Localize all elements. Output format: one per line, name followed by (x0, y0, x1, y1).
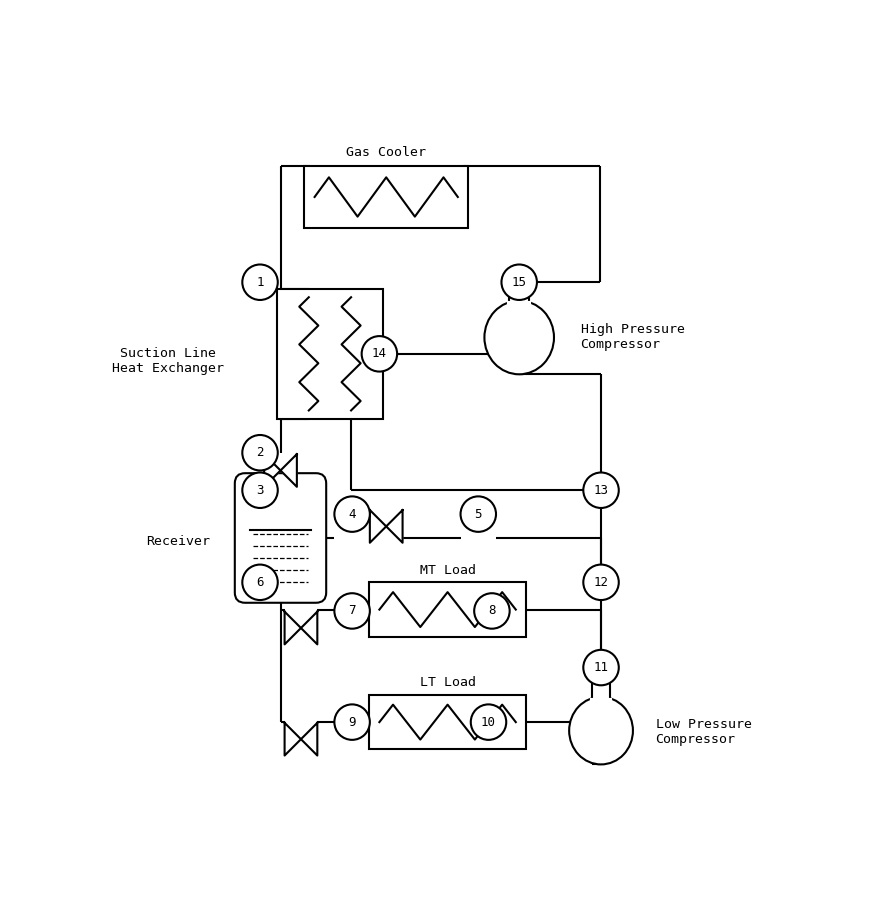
Text: 10: 10 (481, 715, 496, 729)
Polygon shape (301, 723, 318, 755)
Text: 11: 11 (593, 661, 609, 674)
Text: 6: 6 (256, 576, 264, 589)
Text: 8: 8 (488, 604, 495, 618)
FancyBboxPatch shape (277, 289, 383, 419)
Text: 7: 7 (348, 604, 356, 618)
Text: 5: 5 (474, 508, 482, 521)
Circle shape (242, 265, 278, 300)
Text: Receiver: Receiver (146, 535, 210, 548)
Text: 15: 15 (511, 276, 527, 288)
Circle shape (474, 593, 510, 629)
Text: 14: 14 (372, 348, 387, 360)
Text: Suction Line
Heat Exchanger: Suction Line Heat Exchanger (112, 347, 224, 375)
Circle shape (583, 472, 619, 508)
Text: 3: 3 (256, 484, 264, 497)
Circle shape (334, 704, 370, 740)
Circle shape (242, 564, 278, 600)
Text: 12: 12 (593, 576, 609, 589)
Circle shape (583, 564, 619, 600)
Circle shape (362, 336, 397, 371)
Text: 9: 9 (348, 715, 356, 729)
Polygon shape (386, 510, 402, 542)
Text: 13: 13 (593, 484, 609, 497)
Text: Gas Cooler: Gas Cooler (346, 147, 426, 159)
Polygon shape (281, 454, 297, 487)
Polygon shape (301, 612, 318, 644)
FancyBboxPatch shape (304, 167, 468, 228)
FancyBboxPatch shape (591, 680, 611, 700)
Ellipse shape (569, 697, 633, 764)
Circle shape (502, 265, 537, 300)
Circle shape (334, 496, 370, 531)
FancyBboxPatch shape (509, 282, 530, 303)
Circle shape (583, 650, 619, 685)
Polygon shape (264, 454, 281, 487)
Circle shape (242, 435, 278, 470)
Polygon shape (284, 723, 301, 755)
Circle shape (242, 472, 278, 508)
Text: MT Load: MT Load (420, 563, 475, 577)
Text: 2: 2 (256, 446, 264, 460)
Text: 4: 4 (348, 508, 356, 521)
Text: 1: 1 (256, 276, 264, 288)
Polygon shape (284, 612, 301, 644)
Circle shape (460, 496, 496, 531)
FancyBboxPatch shape (370, 695, 526, 750)
Text: LT Load: LT Load (420, 676, 475, 689)
FancyBboxPatch shape (370, 582, 526, 637)
Text: High Pressure
Compressor: High Pressure Compressor (581, 323, 685, 350)
Circle shape (471, 704, 506, 740)
Ellipse shape (484, 300, 554, 374)
Text: Low Pressure
Compressor: Low Pressure Compressor (656, 718, 752, 746)
FancyBboxPatch shape (235, 473, 326, 602)
Circle shape (334, 593, 370, 629)
Polygon shape (370, 510, 386, 542)
